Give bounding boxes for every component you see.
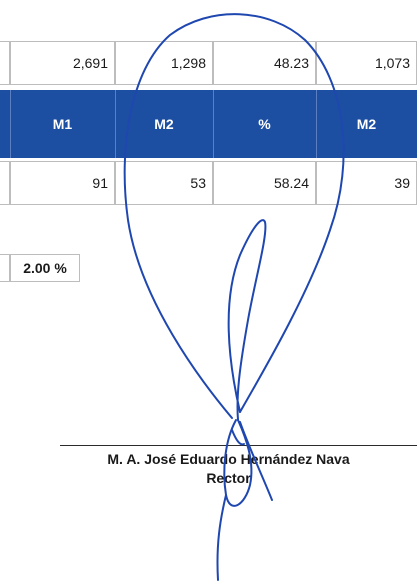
header-stub: [0, 90, 10, 158]
table-cell: 53: [115, 161, 213, 205]
header-divider: [316, 90, 317, 158]
column-header: %: [213, 90, 316, 158]
column-header: M2: [316, 90, 417, 158]
table-cell: 91: [10, 161, 115, 205]
percent-box: 2.00 %: [10, 254, 80, 282]
row-bottom-left-stub: [0, 161, 10, 205]
header-divider: [115, 90, 116, 158]
percent-box-stub: [0, 254, 10, 282]
column-header: M2: [115, 90, 213, 158]
row-top-left-stub: [0, 41, 10, 85]
table-cell: 48.23: [213, 41, 316, 85]
table-cell: 2,691: [10, 41, 115, 85]
signature-rule-line: [60, 445, 417, 446]
header-divider: [213, 90, 214, 158]
header-divider: [10, 90, 11, 158]
signatory-title: Rector: [206, 470, 251, 486]
signatory-name: M. A. José Eduardo Hernández Nava: [107, 451, 350, 467]
table-cell: 58.24: [213, 161, 316, 205]
column-header: M1: [10, 90, 115, 158]
